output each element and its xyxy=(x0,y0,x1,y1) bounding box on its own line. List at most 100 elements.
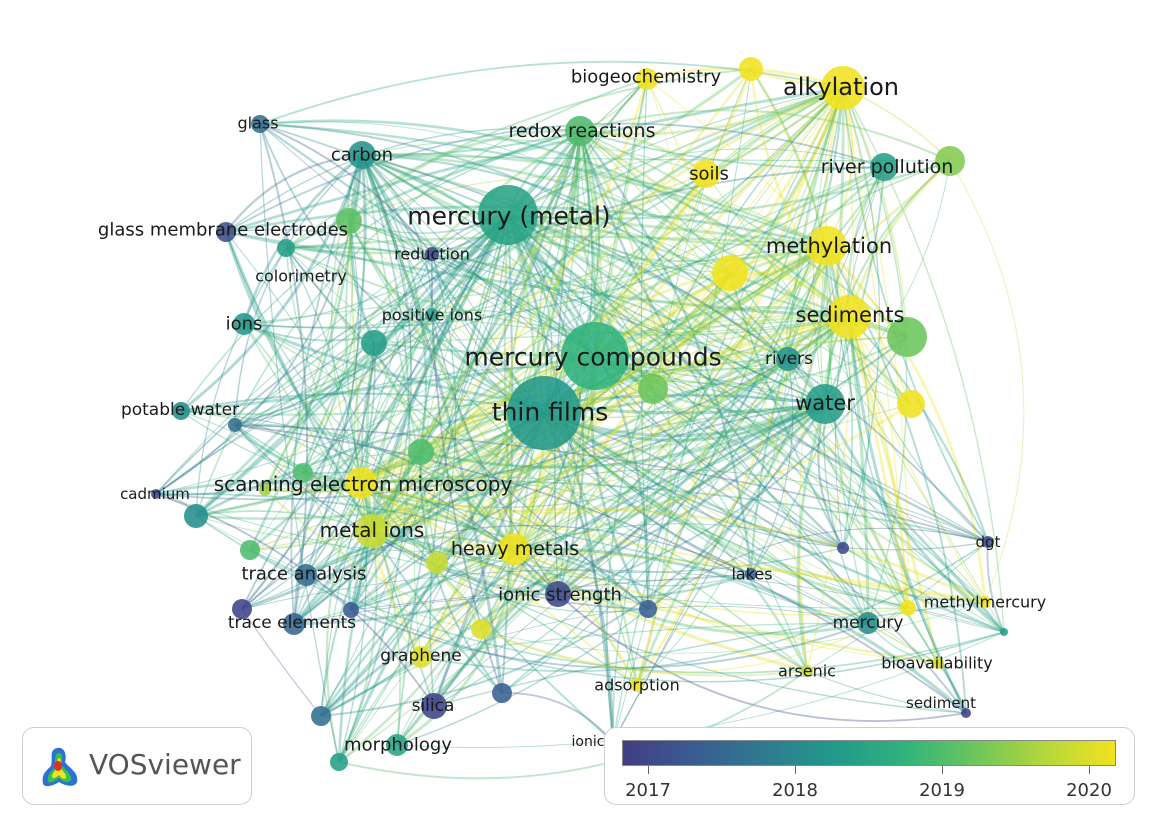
unlabeled-node[interactable] xyxy=(837,542,849,554)
sediment-label[interactable]: sediment xyxy=(906,694,976,712)
riverpol-node[interactable] xyxy=(870,153,898,181)
glass-label[interactable]: glass xyxy=(237,114,278,133)
colorimetry-label[interactable]: colorimetry xyxy=(255,267,347,286)
silica-node[interactable] xyxy=(421,693,447,719)
sem-node[interactable] xyxy=(345,467,377,499)
ions-label[interactable]: ions xyxy=(226,314,263,335)
unlabeled-node[interactable] xyxy=(638,374,668,404)
heavymetals-node[interactable] xyxy=(498,533,530,565)
traceelements-node[interactable] xyxy=(283,613,305,635)
unlabeled-node[interactable] xyxy=(426,552,448,574)
bioavailability-label[interactable]: bioavailability xyxy=(881,654,992,673)
traceanalysis-label[interactable]: trace analysis xyxy=(241,564,366,585)
arsenic-node[interactable] xyxy=(801,665,813,677)
colorimetry-node[interactable] xyxy=(277,239,295,257)
positiveions-label[interactable]: positive ions xyxy=(382,306,483,325)
ions-node[interactable] xyxy=(233,313,255,335)
methylation-node[interactable] xyxy=(807,226,847,266)
dgt-node[interactable] xyxy=(982,536,994,548)
biogeochemistry-label[interactable]: biogeochemistry xyxy=(571,67,722,88)
mercurymetal-node[interactable] xyxy=(478,185,538,245)
unlabeled-node[interactable] xyxy=(343,602,359,618)
unlabeled-node[interactable] xyxy=(900,600,916,616)
riverpol-label[interactable]: river pollution xyxy=(821,156,954,178)
unlabeled-node[interactable] xyxy=(897,390,925,418)
cadmium-label[interactable]: cadmium xyxy=(120,485,190,503)
redox-label[interactable]: redox reactions xyxy=(509,120,656,142)
ionicstrength-node[interactable] xyxy=(545,581,571,607)
carbon-label[interactable]: carbon xyxy=(331,145,393,166)
metalions-node[interactable] xyxy=(355,514,389,548)
unlabeled-node[interactable] xyxy=(1000,628,1008,636)
unlabeled-node[interactable] xyxy=(471,619,491,639)
water-label[interactable]: water xyxy=(795,391,855,415)
gme-node[interactable] xyxy=(216,222,236,242)
methylmercury-node[interactable] xyxy=(979,596,991,608)
adsorption-label[interactable]: adsorption xyxy=(594,676,679,695)
redox-node[interactable] xyxy=(565,116,595,146)
unlabeled-node[interactable] xyxy=(232,599,252,619)
sem-label[interactable]: scanning electron microscopy xyxy=(214,472,513,496)
positiveions-node[interactable] xyxy=(425,308,439,322)
mercury-label[interactable]: mercury xyxy=(833,613,904,633)
reduction-node[interactable] xyxy=(425,247,439,261)
sediment-node[interactable] xyxy=(961,708,971,718)
glass-node[interactable] xyxy=(251,115,269,133)
mercury-node[interactable] xyxy=(857,612,879,634)
unlabeled-node[interactable] xyxy=(228,418,242,432)
ionicstrength-label[interactable]: ionic strength xyxy=(498,585,622,606)
silica-label[interactable]: silica xyxy=(412,696,455,716)
adsorption-node[interactable] xyxy=(630,678,644,692)
carbon-node[interactable] xyxy=(348,141,376,169)
unlabeled-node[interactable] xyxy=(739,57,763,81)
unlabeled-node[interactable] xyxy=(361,330,387,356)
heavymetals-label[interactable]: heavy metals xyxy=(451,538,579,560)
unlabeled-node[interactable] xyxy=(259,484,271,496)
morphology-node[interactable] xyxy=(386,734,408,756)
unlabeled-node[interactable] xyxy=(712,255,748,291)
graphene-node[interactable] xyxy=(410,646,432,668)
mercurymetal-label[interactable]: mercury (metal) xyxy=(407,202,610,231)
rivers-label[interactable]: rivers xyxy=(765,349,813,369)
unlabeled-node[interactable] xyxy=(887,317,927,357)
unlabeled-node[interactable] xyxy=(293,463,313,483)
reduction-label[interactable]: reduction xyxy=(394,245,470,264)
gme-label[interactable]: glass membrane electrodes xyxy=(98,220,348,241)
water-node[interactable] xyxy=(805,384,845,424)
graphene-label[interactable]: graphene xyxy=(380,646,461,666)
unlabeled-node[interactable] xyxy=(311,706,331,726)
unlabeled-node[interactable] xyxy=(184,504,208,528)
potablewater-node[interactable] xyxy=(172,402,190,420)
unlabeled-node[interactable] xyxy=(639,600,657,618)
mercurycomp-node[interactable] xyxy=(561,322,629,390)
bioavailability-node[interactable] xyxy=(932,657,944,669)
unlabeled-node[interactable] xyxy=(336,208,362,234)
unlabeled-node[interactable] xyxy=(408,439,434,465)
unlabeled-node[interactable] xyxy=(935,146,965,176)
methylation-label[interactable]: methylation xyxy=(766,234,892,258)
biogeochemistry-node[interactable] xyxy=(636,68,658,90)
traceelements-label[interactable]: trace elements xyxy=(228,613,356,633)
unlabeled-node[interactable] xyxy=(492,683,512,703)
alkylation-label[interactable]: alkylation xyxy=(783,73,899,101)
morphology-label[interactable]: morphology xyxy=(344,735,452,756)
unlabeled-node[interactable] xyxy=(240,540,260,560)
methylmercury-label[interactable]: methylmercury xyxy=(924,593,1046,612)
metalions-label[interactable]: metal ions xyxy=(320,518,425,542)
lakes-label[interactable]: lakes xyxy=(731,565,772,584)
sediments-node[interactable] xyxy=(827,295,871,339)
alkylation-node[interactable] xyxy=(821,66,865,110)
thinfilms-node[interactable] xyxy=(507,376,581,450)
rivers-node[interactable] xyxy=(776,347,800,371)
lakes-node[interactable] xyxy=(745,568,757,580)
mercurycomp-label[interactable]: mercury compounds xyxy=(464,343,721,372)
arsenic-label[interactable]: arsenic xyxy=(778,662,836,681)
dgt-label[interactable]: dgt xyxy=(976,533,1001,551)
unlabeled-node[interactable] xyxy=(330,753,348,771)
cadmium-node[interactable] xyxy=(151,489,161,499)
soils-node[interactable] xyxy=(692,160,720,188)
soils-label[interactable]: soils xyxy=(689,164,729,185)
potablewater-label[interactable]: potable water xyxy=(121,400,239,420)
sediments-label[interactable]: sediments xyxy=(796,303,905,327)
thinfilms-label[interactable]: thin films xyxy=(492,398,608,427)
